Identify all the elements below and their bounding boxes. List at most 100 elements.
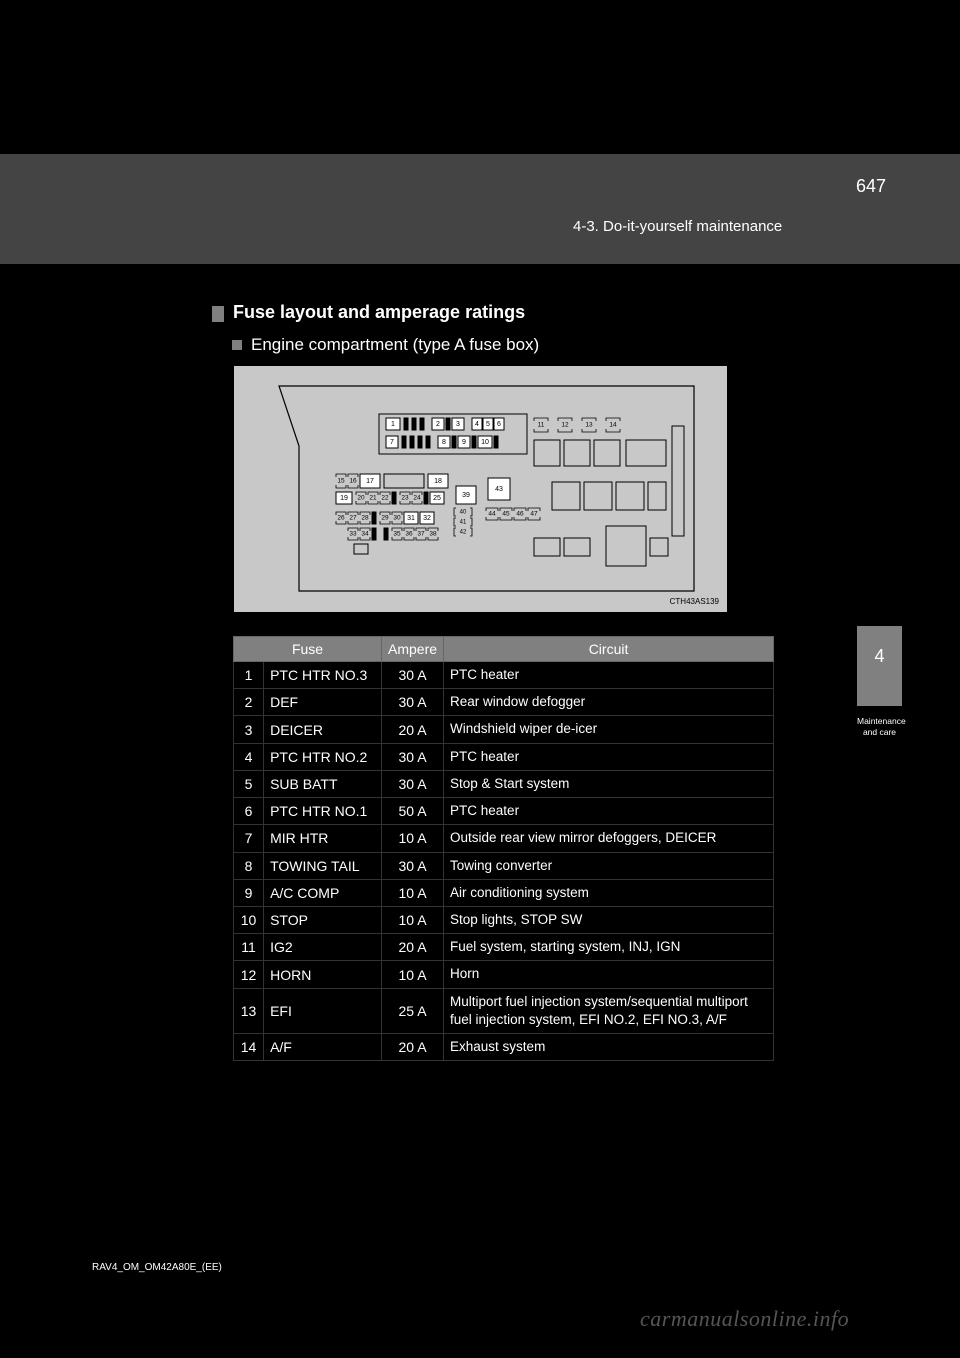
fuse-ampere: 30 A [382,852,444,879]
fuse-number: 13 [234,988,264,1033]
fuse-circuit: Exhaust system [444,1034,774,1061]
chapter-tab: 4 [857,626,902,706]
fuse-circuit: Towing converter [444,852,774,879]
svg-text:38: 38 [429,531,437,538]
fuse-ampere: 25 A [382,988,444,1033]
fuse-circuit: PTC heater [444,743,774,770]
section-title: Fuse layout and amperage ratings [233,302,525,323]
section-subtitle: Engine compartment (type A fuse box) [251,335,539,355]
table-header-row: Fuse Ampere Circuit [234,637,774,662]
fuse-number: 12 [234,961,264,988]
fuse-ampere: 10 A [382,879,444,906]
fuse-circuit: Fuel system, starting system, INJ, IGN [444,934,774,961]
svg-text:3: 3 [456,421,460,428]
fuse-name: HORN [264,961,382,988]
fuse-number: 11 [234,934,264,961]
svg-text:5: 5 [486,421,490,428]
chapter-label: Maintenance and care [857,716,902,738]
svg-text:46: 46 [516,511,524,518]
fuse-circuit: Stop lights, STOP SW [444,906,774,933]
table-row: 14A/F20 AExhaust system [234,1034,774,1061]
svg-text:21: 21 [369,495,377,502]
fuse-circuit: Multiport fuel injection system/sequenti… [444,988,774,1033]
fuse-circuit: PTC heater [444,798,774,825]
table-row: 2DEF30 ARear window defogger [234,689,774,716]
svg-text:7: 7 [390,439,394,446]
svg-text:37: 37 [417,531,425,538]
fuse-ampere: 10 A [382,825,444,852]
svg-text:32: 32 [423,515,431,522]
svg-text:40: 40 [460,510,467,516]
fuse-ampere: 30 A [382,662,444,689]
fuse-number: 4 [234,743,264,770]
section-marker [212,306,224,322]
svg-text:13: 13 [585,422,593,429]
fuse-circuit: Windshield wiper de-icer [444,716,774,743]
svg-text:17: 17 [366,478,374,485]
fuse-number: 8 [234,852,264,879]
svg-text:16: 16 [349,478,357,485]
svg-text:20: 20 [357,495,365,502]
svg-text:45: 45 [502,511,510,518]
svg-text:29: 29 [381,515,389,522]
svg-text:42: 42 [460,530,467,536]
svg-text:6: 6 [497,421,501,428]
svg-text:11: 11 [538,422,545,429]
svg-text:22: 22 [381,495,389,502]
svg-text:35: 35 [393,531,401,538]
svg-text:4: 4 [475,421,479,428]
fuse-number: 6 [234,798,264,825]
svg-text:43: 43 [495,486,503,493]
fuse-circuit: Air conditioning system [444,879,774,906]
table-row: 8TOWING TAIL30 ATowing converter [234,852,774,879]
fuse-ampere: 10 A [382,906,444,933]
fuse-name: A/F [264,1034,382,1061]
fuse-number: 3 [234,716,264,743]
fuse-number: 1 [234,662,264,689]
fuse-number: 9 [234,879,264,906]
table-row: 5SUB BATT30 AStop & Start system [234,770,774,797]
svg-text:10: 10 [481,439,489,446]
fuse-ampere: 30 A [382,689,444,716]
fuse-name: STOP [264,906,382,933]
fuse-ampere: 20 A [382,716,444,743]
svg-text:26: 26 [337,515,345,522]
fuse-name: DEICER [264,716,382,743]
svg-text:19: 19 [340,495,348,502]
svg-text:30: 30 [393,515,401,522]
svg-text:33: 33 [349,531,357,538]
footnote: RAV4_OM_OM42A80E_(EE) [92,1262,222,1273]
chapter-number: 4 [874,646,884,667]
fuse-number: 10 [234,906,264,933]
fuse-ampere: 50 A [382,798,444,825]
fuse-number: 5 [234,770,264,797]
col-ampere: Ampere [382,637,444,662]
fuse-number: 2 [234,689,264,716]
svg-text:15: 15 [337,478,345,485]
svg-text:2: 2 [436,421,440,428]
table-row: 11IG220 AFuel system, starting system, I… [234,934,774,961]
table-row: 9A/C COMP10 AAir conditioning system [234,879,774,906]
subsection-marker [232,340,242,350]
svg-text:39: 39 [462,492,470,499]
fuse-ampere: 30 A [382,770,444,797]
fuse-name: DEF [264,689,382,716]
fuse-name: TOWING TAIL [264,852,382,879]
svg-text:1: 1 [391,421,395,428]
table-row: 7MIR HTR10 AOutside rear view mirror def… [234,825,774,852]
table-row: 4PTC HTR NO.230 APTC heater [234,743,774,770]
table-row: 13EFI25 AMultiport fuel injection system… [234,988,774,1033]
watermark: carmanualsonline.info [640,1306,849,1332]
fuse-circuit: Horn [444,961,774,988]
fuse-name: MIR HTR [264,825,382,852]
fuse-circuit: Outside rear view mirror defoggers, DEIC… [444,825,774,852]
fuse-ampere: 20 A [382,1034,444,1061]
svg-text:8: 8 [442,439,446,446]
svg-text:18: 18 [434,478,442,485]
svg-text:34: 34 [361,531,369,538]
table-row: 1PTC HTR NO.330 APTC heater [234,662,774,689]
table-row: 6PTC HTR NO.150 APTC heater [234,798,774,825]
svg-text:27: 27 [349,515,357,522]
fuse-name: A/C COMP [264,879,382,906]
fuse-name: EFI [264,988,382,1033]
